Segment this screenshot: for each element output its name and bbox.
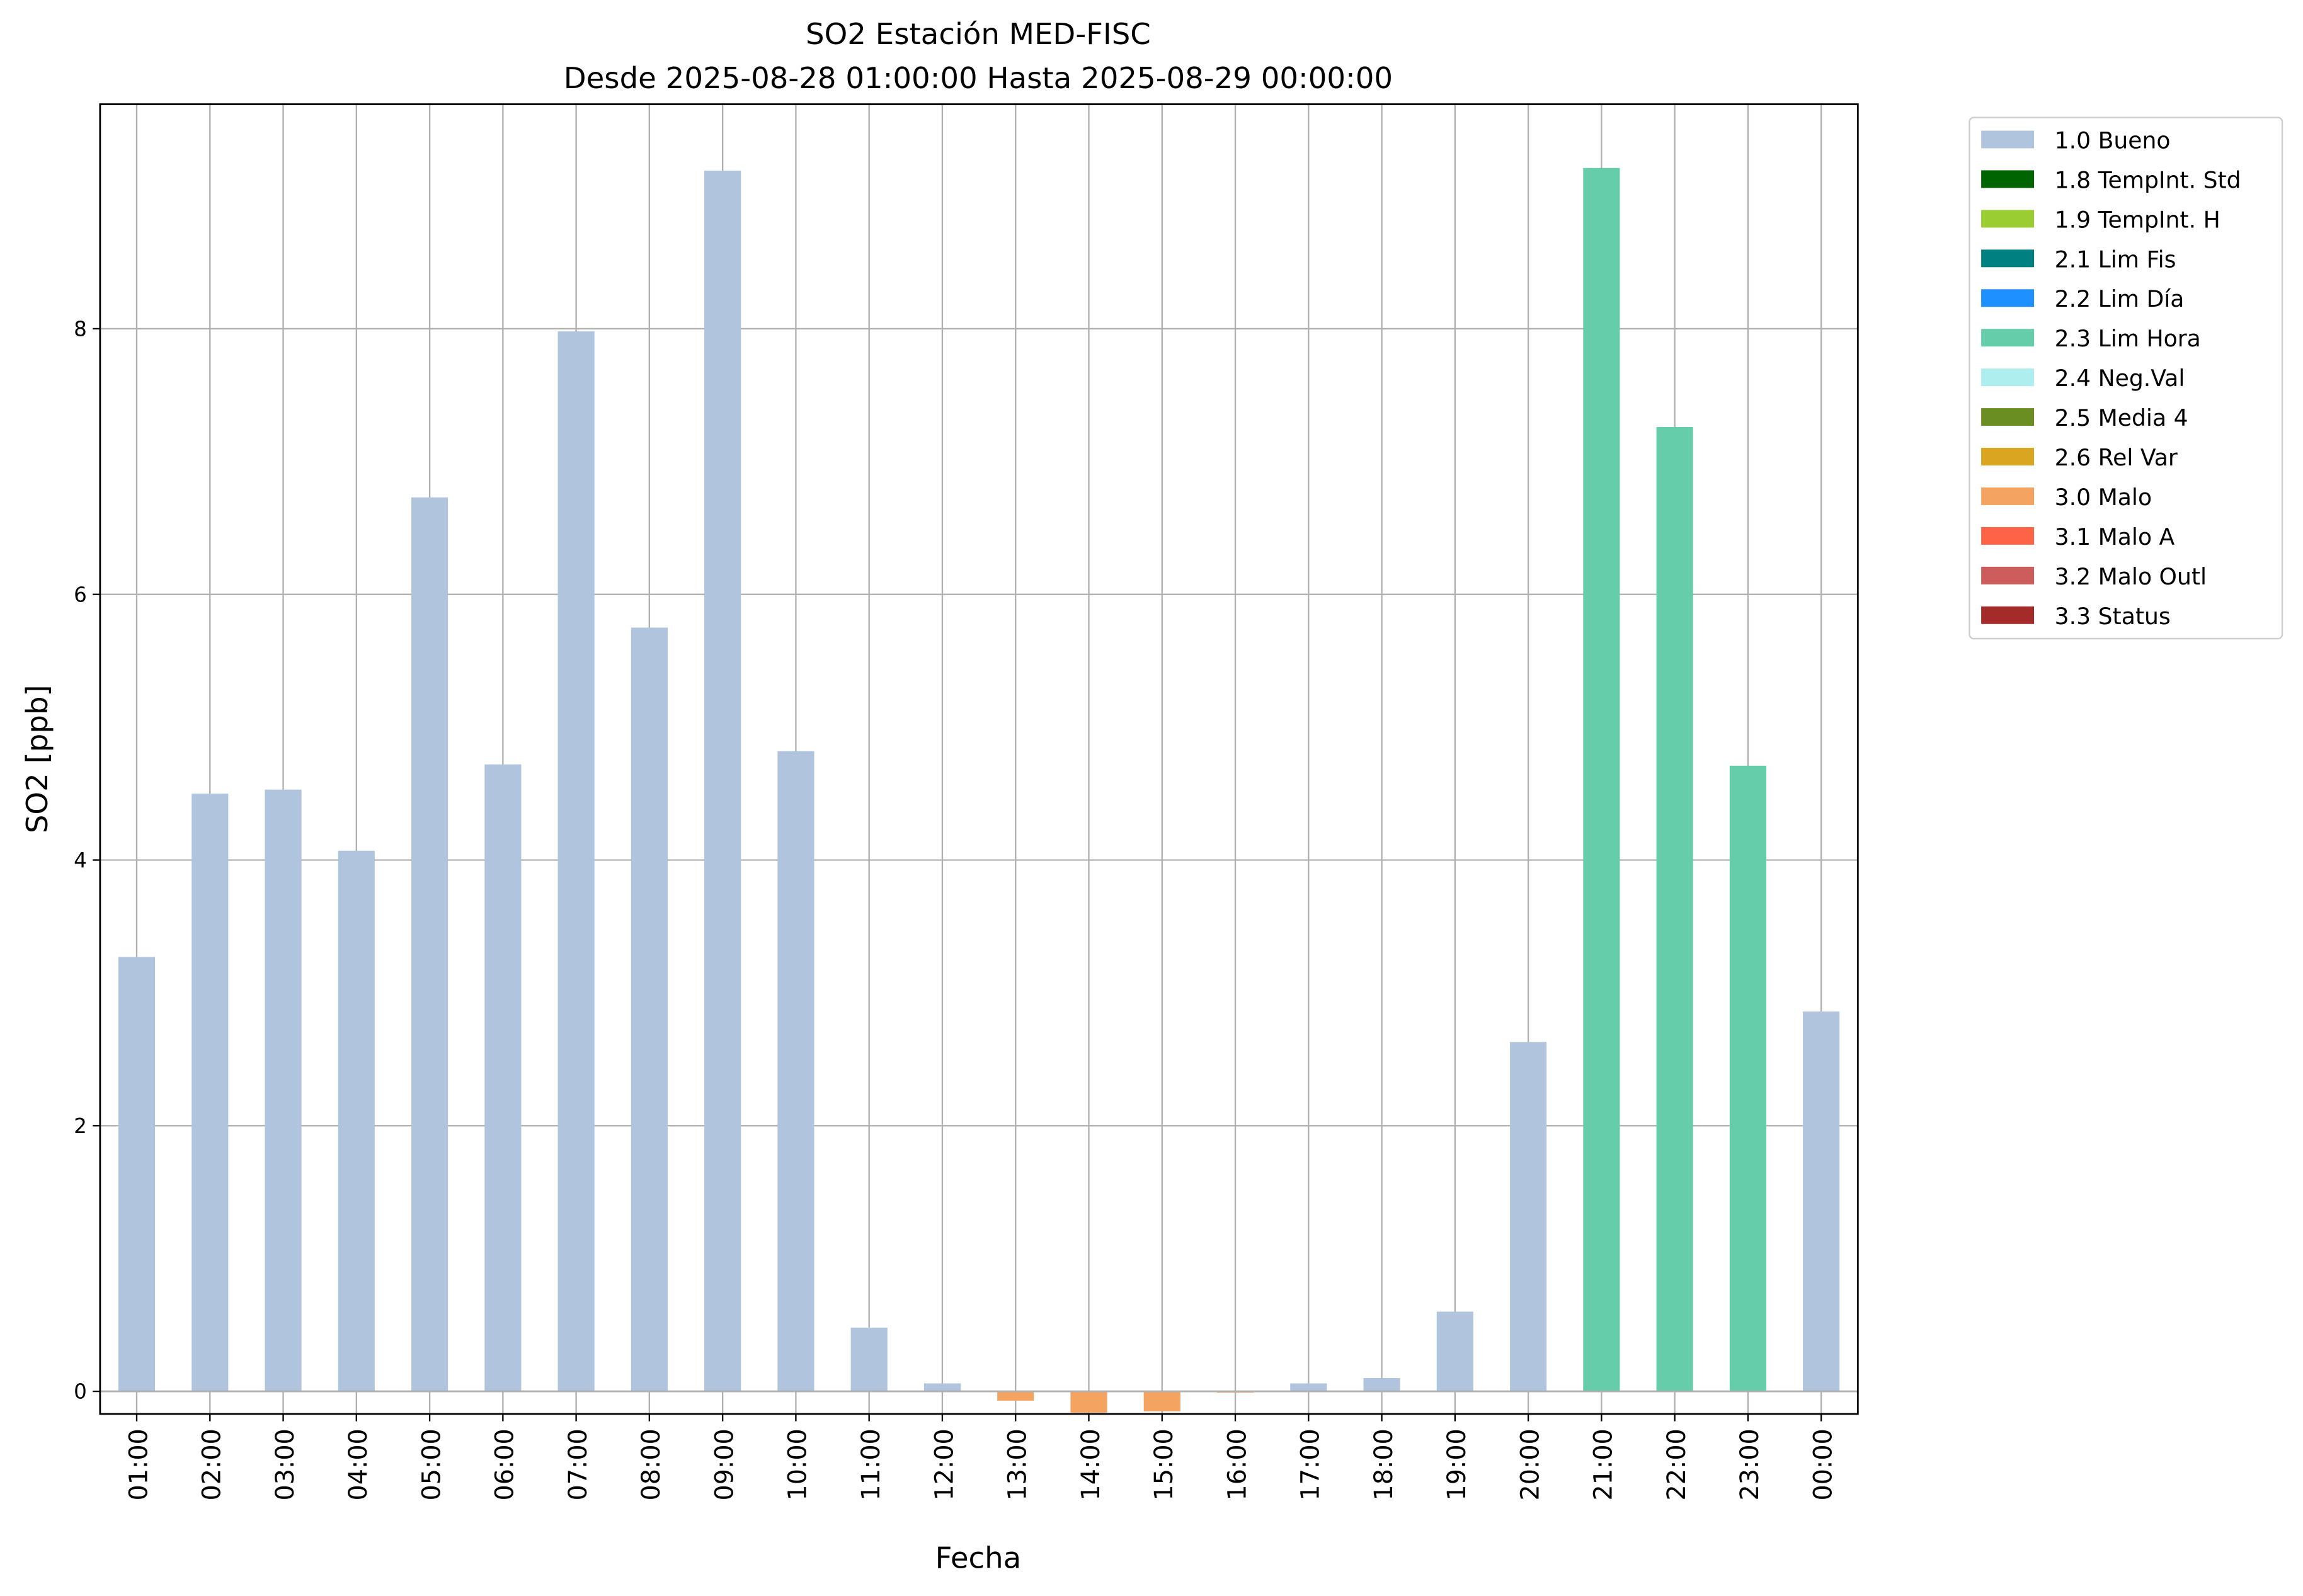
bar-07:00	[557, 331, 595, 1392]
legend-swatch	[1981, 249, 2035, 268]
x-tick-label: 13:00	[1003, 1428, 1032, 1500]
bar-08:00	[631, 627, 668, 1392]
y-tick-label: 4	[74, 848, 87, 872]
x-tick-label: 17:00	[1296, 1428, 1325, 1500]
bar-22:00	[1656, 426, 1693, 1392]
bar-13:00	[997, 1391, 1034, 1401]
x-tick-label: 02:00	[198, 1428, 227, 1500]
x-tick-label: 12:00	[930, 1428, 959, 1500]
x-axis-label: Fecha	[935, 1541, 1022, 1575]
legend-label: 3.2 Malo Outl	[2055, 563, 2207, 590]
x-tick-label: 16:00	[1223, 1428, 1252, 1500]
x-tick-label: 21:00	[1589, 1428, 1618, 1500]
bar-01:00	[118, 957, 156, 1392]
bar-15:00	[1143, 1391, 1180, 1411]
x-tick-label: 20:00	[1516, 1428, 1545, 1500]
legend-swatch	[1981, 368, 2035, 387]
bar-06:00	[484, 764, 522, 1392]
y-tick-label: 6	[74, 583, 87, 607]
legend-label: 2.4 Neg.Val	[2055, 365, 2185, 392]
bar-18:00	[1363, 1377, 1400, 1392]
x-tick-label: 22:00	[1662, 1428, 1691, 1500]
x-tick-label: 18:00	[1369, 1428, 1398, 1500]
bar-12:00	[923, 1383, 961, 1392]
legend-swatch	[1981, 170, 2035, 188]
bar-03:00	[265, 789, 302, 1392]
x-tick-label: 07:00	[564, 1428, 593, 1500]
legend-label: 2.5 Media 4	[2055, 404, 2188, 431]
x-tick-label: 04:00	[344, 1428, 373, 1500]
x-tick-label: 08:00	[637, 1428, 666, 1500]
bar-20:00	[1510, 1042, 1547, 1392]
legend-label: 3.3 Status	[2055, 603, 2171, 630]
x-tick-label: 05:00	[417, 1428, 446, 1500]
bar-14:00	[1070, 1391, 1107, 1413]
legend-label: 2.1 Lim Fis	[2055, 246, 2176, 273]
legend-swatch	[1981, 210, 2035, 228]
legend-label: 3.0 Malo	[2055, 484, 2152, 511]
bar-05:00	[411, 497, 449, 1392]
legend-label: 3.1 Malo A	[2055, 523, 2175, 550]
bar-09:00	[704, 170, 741, 1392]
x-tick-label: 10:00	[784, 1428, 813, 1500]
legend-label: 1.8 TempInt. Std	[2055, 166, 2241, 193]
legend-label: 1.0 Bueno	[2055, 127, 2171, 154]
x-tick-label: 00:00	[1809, 1428, 1837, 1500]
legend-swatch	[1981, 487, 2035, 505]
y-tick-label: 0	[74, 1380, 87, 1404]
legend-frame	[1969, 117, 2283, 640]
legend-label: 2.6 Rel Var	[2055, 444, 2178, 471]
x-tick-label: 23:00	[1735, 1428, 1764, 1500]
bar-19:00	[1436, 1311, 1473, 1392]
legend-swatch	[1981, 566, 2035, 584]
legend: 1.0 Bueno 1.8 TempInt. Std 1.9 TempInt. H 2…	[1969, 117, 2283, 640]
x-tick-label: 14:00	[1077, 1428, 1106, 1500]
legend-swatch	[1981, 448, 2035, 465]
x-tick-label: 06:00	[491, 1428, 520, 1500]
bar-04:00	[338, 850, 375, 1392]
legend-label: 1.9 TempInt. H	[2055, 206, 2220, 233]
bar-10:00	[777, 751, 814, 1392]
y-tick-label: 8	[74, 317, 87, 341]
bar-02:00	[191, 794, 229, 1392]
bar-00:00	[1803, 1011, 1840, 1392]
x-tick-label: 19:00	[1443, 1428, 1472, 1500]
legend-swatch	[1981, 329, 2035, 347]
bar-11:00	[850, 1327, 888, 1392]
legend-swatch	[1981, 408, 2035, 426]
y-tick-label: 2	[74, 1114, 87, 1138]
bar-23:00	[1729, 765, 1766, 1392]
x-tick-label: 09:00	[710, 1428, 739, 1500]
legend-swatch	[1981, 289, 2035, 307]
x-tick-label: 11:00	[857, 1428, 886, 1500]
legend-label: 2.3 Lim Hora	[2055, 325, 2201, 352]
bar-21:00	[1583, 168, 1620, 1392]
chart-title: SO2 Estación MED-FISC	[806, 17, 1151, 51]
legend-swatch	[1981, 606, 2035, 624]
bar-17:00	[1290, 1383, 1327, 1392]
legend-swatch	[1981, 130, 2035, 149]
x-tick-label: 15:00	[1150, 1428, 1179, 1500]
x-tick-label: 03:00	[271, 1428, 300, 1500]
legend-label: 2.2 Lim Día	[2055, 285, 2185, 312]
plot-frame	[99, 103, 1859, 1415]
chart-subtitle: Desde 2025-08-28 01:00:00 Hasta 2025-08-…	[564, 61, 1393, 95]
legend-swatch	[1981, 527, 2035, 545]
x-tick-label: 01:00	[124, 1428, 153, 1500]
y-axis-label: SO2 [ppb]	[20, 685, 54, 833]
